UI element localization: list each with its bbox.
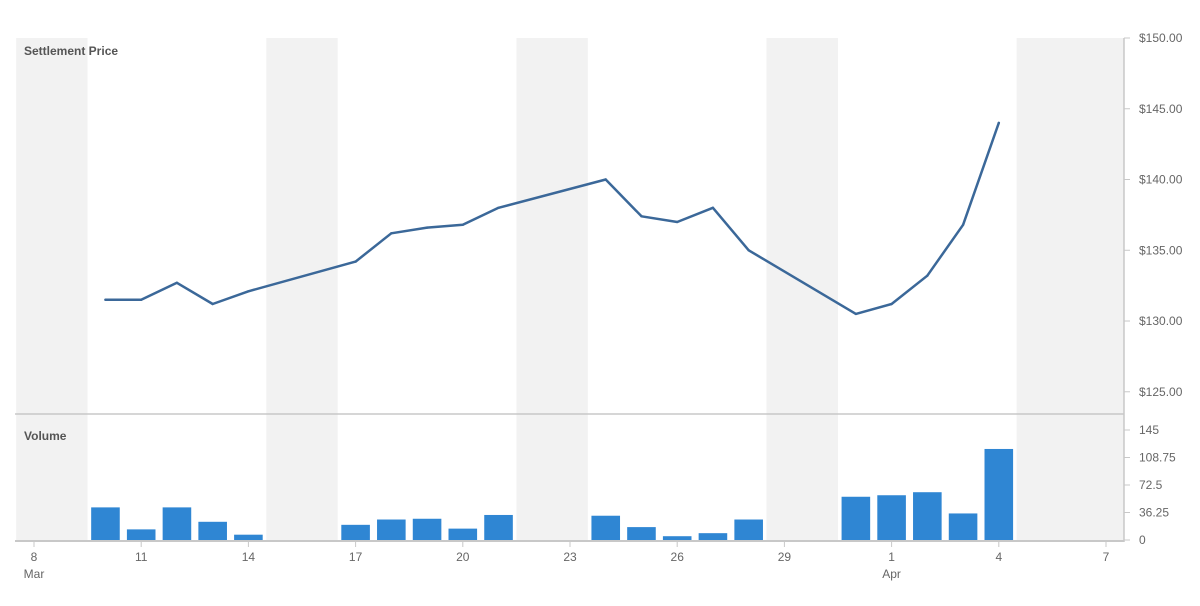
price-point bbox=[390, 232, 393, 235]
price-point bbox=[140, 298, 143, 301]
x-tick-label: 7 bbox=[1103, 550, 1110, 564]
volume-y-tick-label: 145 bbox=[1139, 423, 1159, 437]
price-y-tick-label: $145.00 bbox=[1139, 102, 1183, 116]
price-point bbox=[247, 290, 250, 293]
x-axis: 8 Mar 11 14 17 20 23 26 29 1 Apr 4 7 bbox=[24, 542, 1110, 581]
volume-panel-title: Volume bbox=[24, 429, 67, 443]
volume-bars bbox=[91, 448, 1014, 540]
x-tick-label: 23 bbox=[563, 550, 577, 564]
volume-bar bbox=[698, 533, 728, 540]
volume-bar bbox=[484, 514, 513, 540]
price-point bbox=[961, 223, 965, 226]
x-tick-label: 17 bbox=[349, 550, 363, 564]
price-point bbox=[747, 249, 750, 252]
x-tick-label: 1 bbox=[888, 550, 895, 564]
price-point bbox=[211, 302, 214, 306]
price-point bbox=[604, 178, 607, 181]
volume-y-axis: 0 36.25 72.5 108.75 145 bbox=[1124, 423, 1176, 547]
volume-y-tick-label: 108.75 bbox=[1139, 451, 1176, 465]
price-y-tick-label: $125.00 bbox=[1139, 385, 1183, 399]
volume-bar bbox=[948, 513, 978, 540]
price-y-tick-label: $150.00 bbox=[1139, 31, 1183, 45]
price-point bbox=[640, 215, 643, 218]
volume-bar bbox=[91, 507, 120, 540]
weekend-band bbox=[266, 38, 338, 540]
price-point bbox=[926, 274, 929, 277]
weekend-shading bbox=[16, 38, 1124, 540]
x-tick-label: 26 bbox=[671, 550, 685, 564]
volume-bar bbox=[341, 524, 370, 540]
price-panel-title: Settlement Price bbox=[24, 44, 118, 58]
x-tick-sublabel: Mar bbox=[24, 567, 45, 581]
price-point bbox=[461, 223, 464, 226]
weekend-band bbox=[1016, 38, 1124, 540]
volume-y-tick-label: 0 bbox=[1139, 533, 1146, 547]
price-y-tick-label: $130.00 bbox=[1139, 314, 1183, 328]
volume-y-tick-label: 72.5 bbox=[1139, 478, 1163, 492]
x-tick-label: 4 bbox=[995, 550, 1002, 564]
x-tick-label: 11 bbox=[135, 550, 148, 564]
volume-bar bbox=[448, 528, 478, 540]
price-point bbox=[104, 298, 107, 301]
volume-bar bbox=[877, 495, 906, 540]
price-y-tick-label: $135.00 bbox=[1139, 243, 1183, 257]
volume-bar bbox=[984, 448, 1014, 540]
weekend-band bbox=[766, 38, 838, 540]
volume-bar bbox=[662, 536, 692, 540]
price-point bbox=[175, 281, 179, 285]
volume-bar bbox=[412, 518, 442, 540]
volume-bar bbox=[627, 527, 656, 540]
volume-bar bbox=[198, 521, 227, 540]
volume-bar bbox=[913, 492, 942, 540]
volume-bar bbox=[591, 515, 621, 540]
volume-y-tick-label: 36.25 bbox=[1139, 506, 1169, 520]
volume-bar bbox=[126, 529, 156, 540]
price-point bbox=[711, 206, 715, 210]
volume-bar bbox=[234, 534, 263, 540]
volume-bar bbox=[841, 496, 871, 540]
price-line-layer bbox=[104, 121, 1001, 316]
price-point bbox=[890, 302, 893, 306]
price-point bbox=[676, 220, 679, 224]
weekend-band bbox=[516, 38, 588, 540]
volume-bar bbox=[734, 519, 763, 540]
x-tick-sublabel: Apr bbox=[882, 567, 901, 581]
price-line bbox=[104, 121, 1001, 316]
price-point bbox=[854, 312, 858, 316]
x-tick-label: 8 bbox=[31, 550, 38, 564]
volume-bar bbox=[162, 507, 192, 540]
price-point bbox=[497, 206, 500, 210]
x-tick-label: 14 bbox=[242, 550, 256, 564]
x-tick-label: 20 bbox=[456, 550, 470, 564]
weekend-band bbox=[16, 38, 88, 540]
price-point bbox=[997, 121, 1000, 125]
volume-bar bbox=[377, 519, 406, 540]
price-y-tick-label: $140.00 bbox=[1139, 173, 1183, 187]
x-tick-label: 29 bbox=[778, 550, 792, 564]
price-y-axis: $125.00 $130.00 $135.00 $140.00 $145.00 $150.… bbox=[1124, 31, 1183, 399]
price-point bbox=[354, 260, 357, 263]
price-point bbox=[425, 226, 429, 229]
